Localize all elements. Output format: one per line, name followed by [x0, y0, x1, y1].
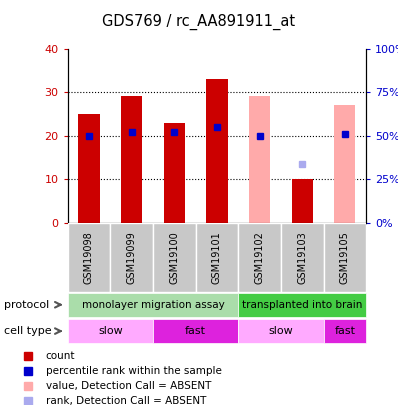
Bar — [324, 319, 366, 343]
Bar — [291, 179, 313, 223]
Text: fast: fast — [185, 326, 206, 336]
Bar — [238, 223, 281, 292]
Text: GSM19101: GSM19101 — [212, 231, 222, 284]
Text: GSM19099: GSM19099 — [127, 231, 137, 284]
Bar — [68, 319, 153, 343]
Bar — [249, 96, 270, 223]
Bar — [78, 114, 100, 223]
Bar — [195, 223, 238, 292]
Text: slow: slow — [269, 326, 293, 336]
Bar — [153, 319, 238, 343]
Text: value, Detection Call = ABSENT: value, Detection Call = ABSENT — [46, 381, 211, 391]
Text: cell type: cell type — [4, 326, 52, 336]
Text: transplanted into brain: transplanted into brain — [242, 300, 363, 310]
Bar — [281, 223, 324, 292]
Text: GSM19102: GSM19102 — [255, 231, 265, 284]
Bar — [164, 123, 185, 223]
Bar — [68, 293, 238, 317]
Text: rank, Detection Call = ABSENT: rank, Detection Call = ABSENT — [46, 396, 206, 405]
Text: GDS769 / rc_AA891911_at: GDS769 / rc_AA891911_at — [102, 14, 296, 30]
Bar — [110, 223, 153, 292]
Text: GSM19105: GSM19105 — [340, 231, 350, 284]
Bar — [121, 96, 142, 223]
Text: fast: fast — [334, 326, 355, 336]
Bar — [153, 223, 195, 292]
Text: GSM19098: GSM19098 — [84, 231, 94, 284]
Text: GSM19103: GSM19103 — [297, 231, 307, 284]
Text: protocol: protocol — [4, 300, 49, 310]
Text: GSM19100: GSM19100 — [169, 231, 179, 284]
Bar — [334, 105, 355, 223]
Bar — [324, 223, 366, 292]
Text: count: count — [46, 351, 75, 360]
Bar — [206, 79, 228, 223]
Bar — [238, 319, 324, 343]
Text: monolayer migration assay: monolayer migration assay — [82, 300, 224, 310]
Bar — [238, 293, 366, 317]
Bar — [68, 223, 110, 292]
Text: slow: slow — [98, 326, 123, 336]
Text: percentile rank within the sample: percentile rank within the sample — [46, 366, 222, 376]
